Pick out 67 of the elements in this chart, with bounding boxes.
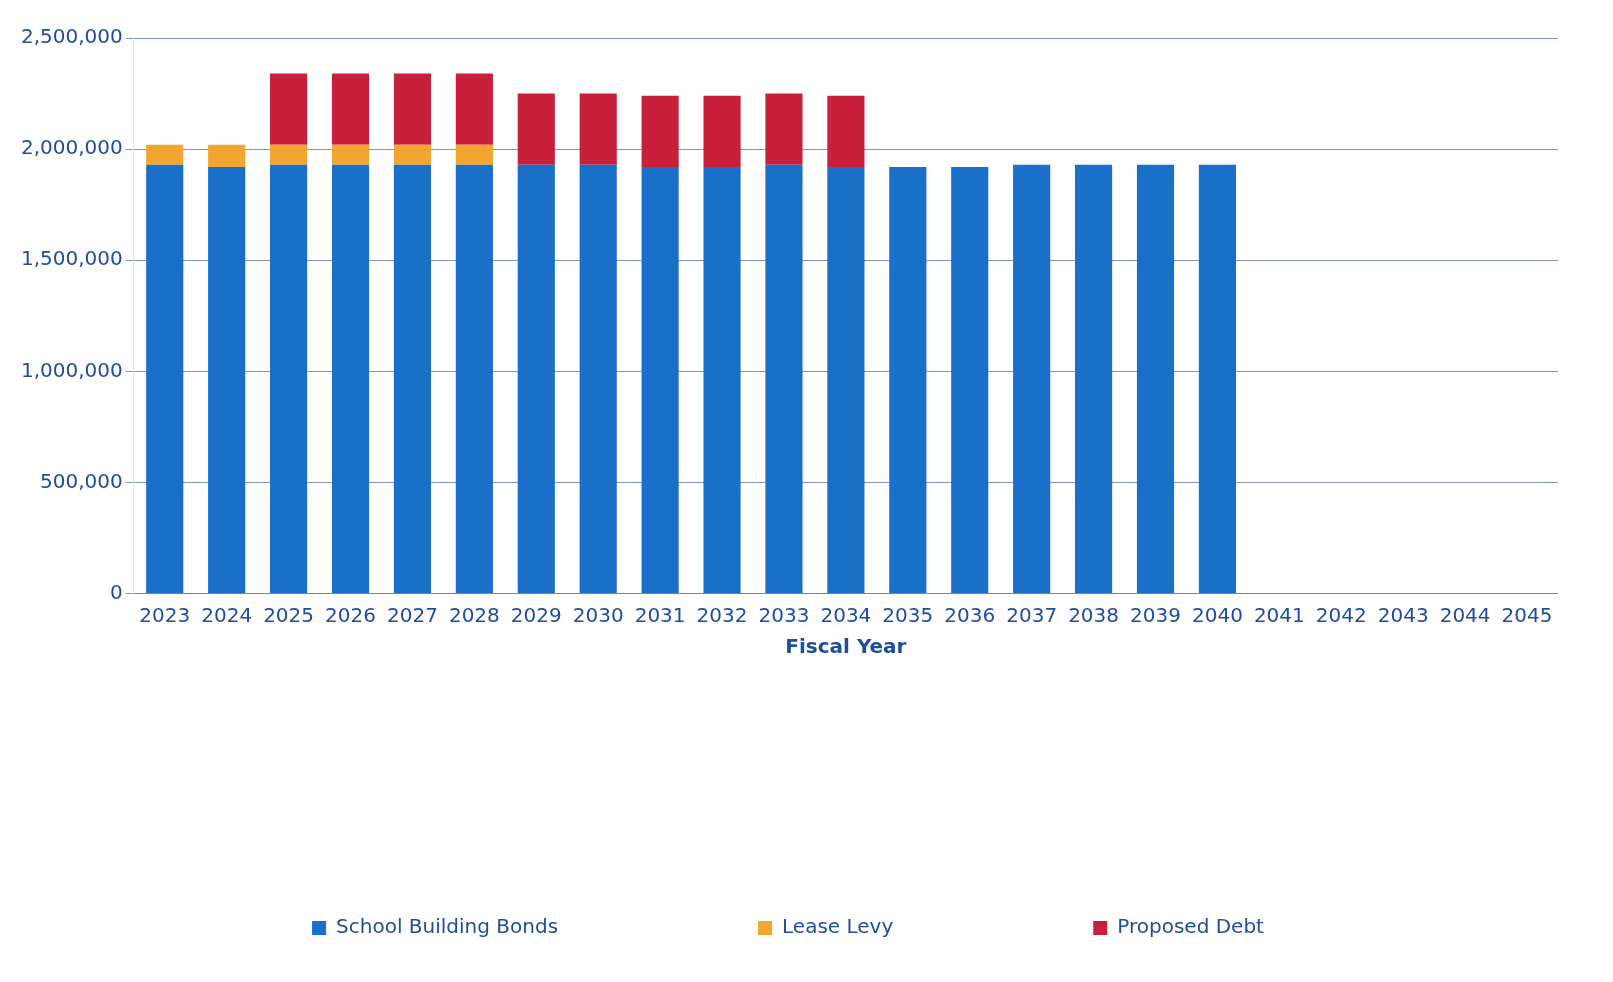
bar xyxy=(270,73,308,145)
legend-label: Lease Levy xyxy=(782,914,894,939)
y-tick-label: 2,000,000 xyxy=(20,135,123,160)
x-tick-label: 2026 xyxy=(325,602,376,627)
x-tick-label: 2044 xyxy=(1439,602,1491,627)
y-tick-label: 0 xyxy=(110,579,123,604)
bar xyxy=(270,164,308,594)
legend-label: School Building Bonds xyxy=(336,914,559,939)
x-tick-label: 2038 xyxy=(1068,602,1120,627)
legend-label: Proposed Debt xyxy=(1117,914,1265,939)
bar xyxy=(331,164,370,594)
x-tick-label: 2024 xyxy=(201,602,253,627)
x-tick-label: 2028 xyxy=(448,602,500,627)
bar xyxy=(641,95,679,167)
x-tick-label: 2042 xyxy=(1315,602,1367,627)
bar xyxy=(270,144,308,165)
bar xyxy=(393,73,432,145)
x-tick-label: 2034 xyxy=(820,602,872,627)
bar xyxy=(579,93,617,165)
bar xyxy=(331,73,370,145)
bar xyxy=(1136,164,1175,594)
bar xyxy=(641,166,679,594)
bar xyxy=(1198,164,1236,594)
x-tick-label: 2037 xyxy=(1006,602,1058,627)
bar xyxy=(827,95,865,167)
bar xyxy=(146,144,184,165)
bar xyxy=(455,164,493,594)
x-tick-label: 2025 xyxy=(263,602,315,627)
x-tick-label: 2031 xyxy=(634,602,686,627)
x-tick-label: 2030 xyxy=(572,602,624,627)
bar xyxy=(951,166,989,594)
y-tick-label: 1,000,000 xyxy=(20,357,123,382)
bar xyxy=(703,95,741,167)
bar xyxy=(517,164,555,594)
y-tick-label: 1,500,000 xyxy=(20,246,123,271)
x-tick-label: 2036 xyxy=(944,602,996,627)
bar xyxy=(517,93,555,165)
x-tick-label: 2035 xyxy=(882,602,934,627)
bar xyxy=(765,164,803,594)
bar xyxy=(208,166,246,594)
x-axis-title: Fiscal Year xyxy=(785,633,907,658)
bar xyxy=(765,93,803,165)
x-tick-label: 2045 xyxy=(1501,602,1553,627)
x-tick-label: 2033 xyxy=(758,602,810,627)
x-tick-label: 2041 xyxy=(1253,602,1305,627)
x-tick-label: 2032 xyxy=(696,602,748,627)
x-tick-label: 2040 xyxy=(1191,602,1243,627)
bar xyxy=(703,166,741,594)
bar xyxy=(455,144,493,165)
y-tick-label: 2,500,000 xyxy=(20,24,123,49)
bar xyxy=(393,164,432,594)
bar xyxy=(827,166,865,594)
x-tick-label: 2023 xyxy=(139,602,191,627)
bar xyxy=(1013,164,1051,594)
x-tick-label: 2039 xyxy=(1130,602,1181,627)
x-tick-label: 2029 xyxy=(510,602,562,627)
y-tick-label: 500,000 xyxy=(40,468,123,493)
bar xyxy=(1075,164,1113,594)
bar xyxy=(889,166,927,594)
bar xyxy=(455,73,493,145)
x-tick-label: 2043 xyxy=(1377,602,1429,627)
x-tick-label: 2027 xyxy=(386,602,438,627)
bar xyxy=(331,144,370,165)
bar xyxy=(579,164,617,594)
bar xyxy=(146,164,184,594)
bar xyxy=(393,144,432,165)
bar xyxy=(208,144,246,167)
